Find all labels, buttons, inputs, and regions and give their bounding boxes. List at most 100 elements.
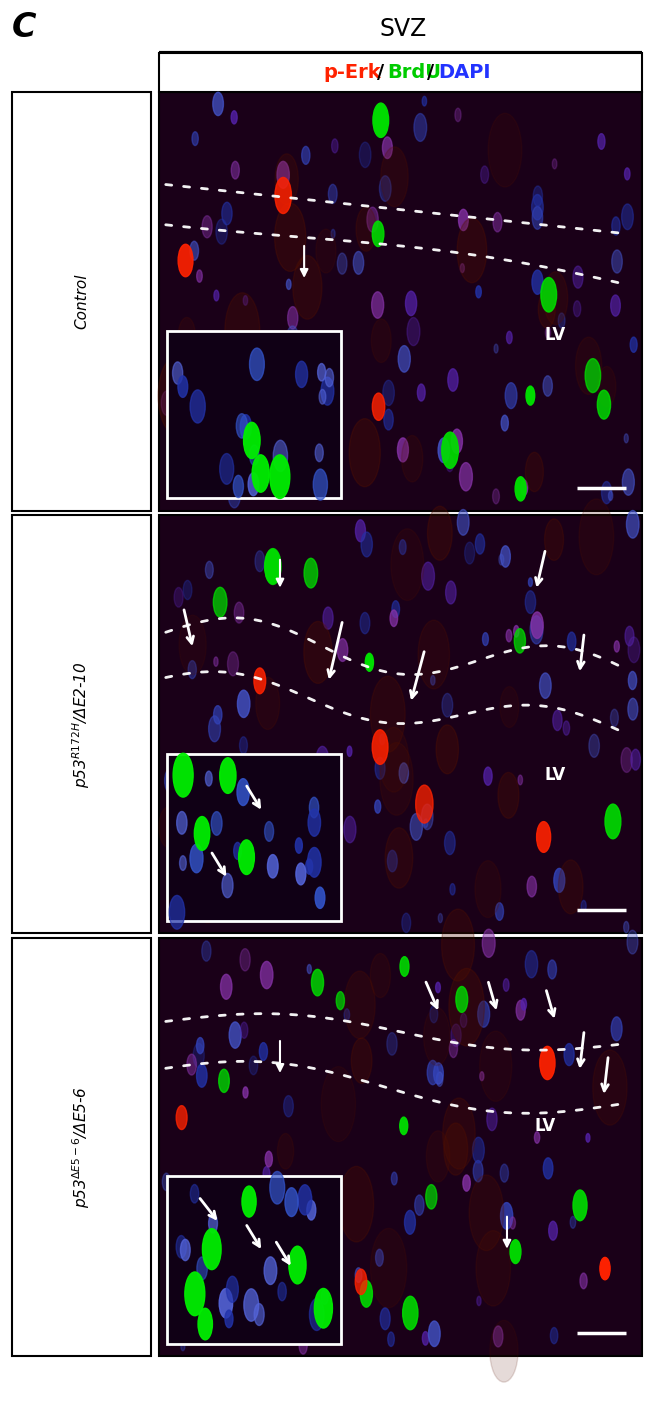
Circle shape: [225, 1311, 233, 1328]
Circle shape: [233, 475, 244, 498]
Circle shape: [322, 427, 328, 440]
Circle shape: [510, 1217, 515, 1229]
Circle shape: [321, 1289, 328, 1305]
Circle shape: [265, 549, 281, 585]
Circle shape: [567, 632, 576, 650]
Circle shape: [250, 445, 259, 465]
Circle shape: [575, 337, 602, 394]
Circle shape: [426, 1184, 437, 1210]
Circle shape: [228, 481, 240, 508]
Circle shape: [391, 529, 424, 601]
Circle shape: [426, 1131, 450, 1183]
Circle shape: [540, 673, 551, 699]
Circle shape: [410, 814, 422, 840]
Circle shape: [371, 319, 391, 363]
Circle shape: [283, 1096, 293, 1117]
Circle shape: [183, 581, 192, 599]
Circle shape: [304, 558, 318, 588]
Circle shape: [500, 686, 519, 727]
Circle shape: [422, 1332, 428, 1345]
Bar: [167, 332, 341, 498]
Circle shape: [244, 1289, 259, 1321]
Circle shape: [246, 855, 252, 868]
Circle shape: [548, 961, 556, 979]
Circle shape: [600, 1258, 610, 1279]
Circle shape: [243, 296, 248, 306]
Circle shape: [441, 909, 474, 980]
Circle shape: [304, 622, 332, 683]
Circle shape: [214, 290, 219, 300]
Circle shape: [623, 922, 629, 933]
Circle shape: [349, 418, 380, 487]
Circle shape: [456, 986, 468, 1012]
Circle shape: [516, 1000, 525, 1020]
Circle shape: [265, 1151, 272, 1167]
Circle shape: [234, 842, 242, 859]
Circle shape: [326, 1295, 331, 1305]
Circle shape: [347, 746, 352, 757]
Circle shape: [540, 1046, 555, 1080]
Circle shape: [307, 965, 311, 973]
Circle shape: [277, 161, 289, 188]
Circle shape: [192, 132, 198, 145]
Circle shape: [418, 620, 450, 689]
Circle shape: [375, 757, 385, 780]
Circle shape: [558, 313, 565, 327]
Circle shape: [226, 1276, 239, 1302]
Bar: [159, 92, 642, 511]
Circle shape: [344, 1009, 350, 1020]
Circle shape: [323, 1291, 328, 1302]
Circle shape: [319, 390, 326, 404]
Circle shape: [525, 951, 538, 978]
Circle shape: [558, 859, 583, 914]
Circle shape: [458, 509, 469, 535]
Circle shape: [313, 470, 328, 499]
Circle shape: [563, 721, 569, 736]
Circle shape: [356, 519, 365, 542]
Circle shape: [605, 804, 621, 838]
Circle shape: [242, 1185, 256, 1217]
Circle shape: [172, 361, 183, 384]
Circle shape: [581, 901, 586, 912]
Circle shape: [499, 555, 504, 565]
Circle shape: [318, 363, 326, 381]
Circle shape: [177, 811, 187, 834]
Text: BrdU: BrdU: [387, 63, 441, 83]
Circle shape: [518, 776, 523, 785]
Circle shape: [289, 1247, 306, 1284]
Circle shape: [392, 601, 400, 618]
Circle shape: [434, 1063, 443, 1084]
Circle shape: [249, 1056, 257, 1074]
Circle shape: [198, 1269, 203, 1282]
Bar: [12, 92, 151, 511]
Circle shape: [428, 507, 452, 561]
Circle shape: [188, 660, 196, 679]
Circle shape: [500, 546, 510, 568]
Circle shape: [451, 430, 462, 454]
Circle shape: [404, 1211, 415, 1234]
Circle shape: [360, 1281, 372, 1308]
Circle shape: [293, 256, 322, 319]
Circle shape: [399, 763, 408, 783]
Circle shape: [527, 877, 536, 896]
Circle shape: [275, 154, 298, 205]
Circle shape: [176, 1235, 187, 1258]
Circle shape: [197, 1252, 209, 1279]
Circle shape: [355, 1268, 362, 1282]
Circle shape: [444, 1123, 467, 1175]
Bar: [159, 53, 642, 92]
Circle shape: [359, 142, 371, 168]
Circle shape: [196, 1064, 207, 1087]
Circle shape: [360, 612, 370, 633]
Circle shape: [573, 266, 583, 289]
Circle shape: [406, 292, 417, 316]
Circle shape: [402, 1296, 418, 1329]
Circle shape: [415, 1195, 424, 1215]
Circle shape: [376, 1249, 384, 1266]
Circle shape: [220, 454, 234, 484]
Circle shape: [402, 435, 422, 482]
Circle shape: [390, 610, 398, 626]
Circle shape: [414, 114, 426, 141]
Circle shape: [181, 1342, 185, 1350]
Bar: [12, 938, 151, 1356]
